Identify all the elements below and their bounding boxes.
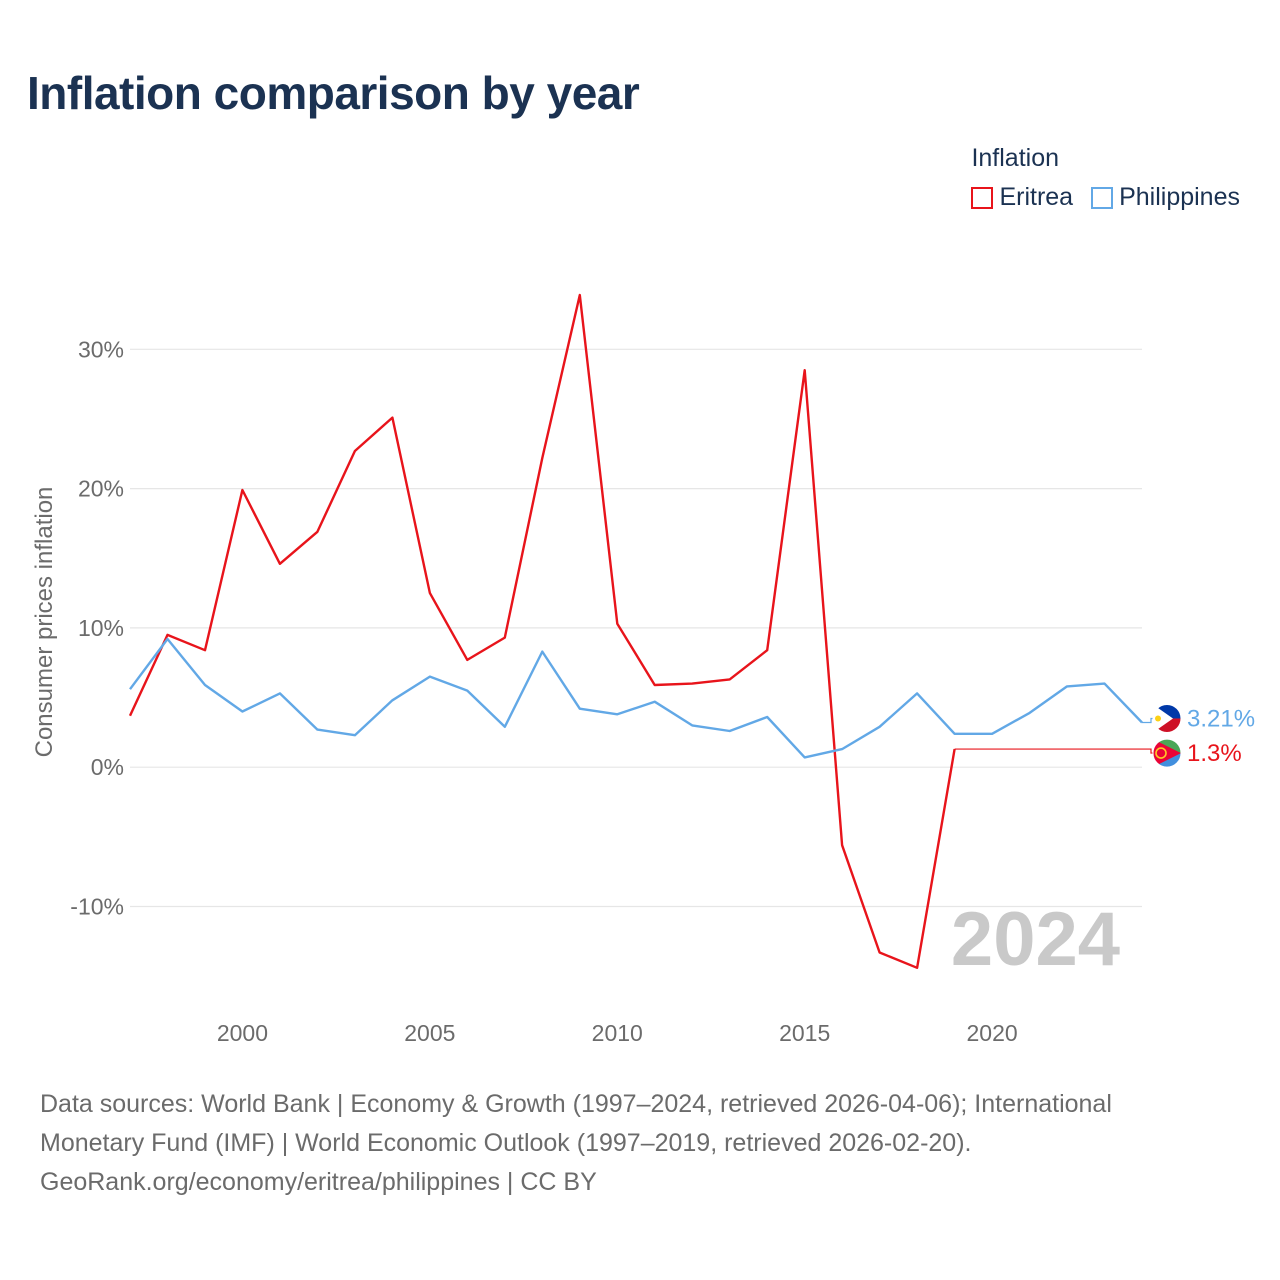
data-point-eritrea[interactable] bbox=[277, 561, 283, 567]
data-point-philippines[interactable] bbox=[127, 686, 133, 692]
legend-label-eritrea: Eritrea bbox=[999, 183, 1074, 211]
series-layer bbox=[127, 292, 1143, 971]
data-point-philippines[interactable] bbox=[614, 711, 620, 717]
data-point-eritrea[interactable] bbox=[389, 415, 395, 421]
sources-line-1: Data sources: World Bank | Economy & Gro… bbox=[40, 1090, 1112, 1118]
legend-label-philippines: Philippines bbox=[1119, 183, 1240, 211]
data-point-eritrea[interactable] bbox=[877, 949, 883, 955]
data-point-philippines[interactable] bbox=[502, 724, 508, 730]
data-point-philippines[interactable] bbox=[952, 731, 958, 737]
y-tick-label: 0% bbox=[91, 754, 124, 780]
x-tick-label: 2000 bbox=[217, 1020, 268, 1046]
data-point-philippines[interactable] bbox=[464, 688, 470, 694]
data-point-philippines[interactable] bbox=[802, 754, 808, 760]
data-point-eritrea[interactable] bbox=[502, 635, 508, 641]
data-point-philippines[interactable] bbox=[352, 732, 358, 738]
year-watermark: 2024 bbox=[951, 897, 1120, 982]
y-tick-label: 10% bbox=[78, 615, 124, 641]
end-connector-eritrea bbox=[954, 748, 1153, 754]
gridlines bbox=[130, 348, 1142, 908]
data-point-eritrea[interactable] bbox=[539, 455, 545, 461]
data-point-philippines[interactable] bbox=[239, 708, 245, 714]
data-point-philippines[interactable] bbox=[427, 674, 433, 680]
chart-title: Inflation comparison by year bbox=[27, 67, 640, 119]
data-point-eritrea[interactable] bbox=[464, 657, 470, 663]
legend-item-eritrea[interactable]: Eritrea bbox=[971, 183, 1073, 212]
series-line-philippines[interactable] bbox=[129, 637, 1143, 759]
y-axis-label: Consumer prices inflation bbox=[31, 487, 58, 758]
data-point-eritrea[interactable] bbox=[614, 621, 620, 627]
legend-swatch-eritrea bbox=[971, 186, 994, 209]
data-point-philippines[interactable] bbox=[652, 699, 658, 705]
data-point-eritrea[interactable] bbox=[202, 647, 208, 653]
legend-item-philippines[interactable]: Philippines bbox=[1091, 183, 1240, 212]
data-point-philippines[interactable] bbox=[577, 706, 583, 712]
data-point-philippines[interactable] bbox=[989, 731, 995, 737]
end-labels: 1.3% 3.21% bbox=[954, 703, 1255, 768]
data-point-eritrea[interactable] bbox=[314, 529, 320, 535]
data-point-eritrea[interactable] bbox=[689, 681, 695, 687]
data-point-philippines[interactable] bbox=[164, 636, 170, 642]
data-point-philippines[interactable] bbox=[839, 746, 845, 752]
data-point-philippines[interactable] bbox=[914, 690, 920, 696]
end-label-philippines: 3.21% bbox=[1187, 705, 1255, 732]
end-label-eritrea: 1.3% bbox=[1187, 740, 1242, 767]
data-point-philippines[interactable] bbox=[314, 727, 320, 733]
data-point-eritrea[interactable] bbox=[727, 676, 733, 682]
data-sources: Data sources: World Bank | Economy & Gro… bbox=[40, 1085, 1240, 1202]
data-point-eritrea[interactable] bbox=[764, 647, 770, 653]
data-point-eritrea[interactable] bbox=[352, 448, 358, 454]
x-axis-ticks: 2000 2005 2010 2015 2020 bbox=[217, 1020, 1018, 1046]
data-point-philippines[interactable] bbox=[1027, 710, 1033, 716]
line-chart: -10% 0% 10% 20% 30% 2000 2005 2010 2015 2020 202… bbox=[31, 292, 1255, 1046]
data-point-philippines[interactable] bbox=[1102, 681, 1108, 687]
y-tick-label: -10% bbox=[70, 893, 124, 919]
data-point-eritrea[interactable] bbox=[802, 367, 808, 373]
legend-swatch-philippines bbox=[1091, 186, 1114, 209]
data-point-philippines[interactable] bbox=[877, 724, 883, 730]
data-point-eritrea[interactable] bbox=[427, 590, 433, 596]
data-point-philippines[interactable] bbox=[277, 690, 283, 696]
x-tick-label: 2005 bbox=[404, 1020, 455, 1046]
data-point-philippines[interactable] bbox=[1064, 683, 1070, 689]
data-point-eritrea[interactable] bbox=[652, 682, 658, 688]
data-point-eritrea[interactable] bbox=[839, 842, 845, 848]
data-point-eritrea[interactable] bbox=[127, 713, 133, 719]
data-point-philippines[interactable] bbox=[727, 728, 733, 734]
y-tick-label: 20% bbox=[78, 476, 124, 502]
data-point-eritrea[interactable] bbox=[577, 292, 583, 298]
philippines-flag-icon bbox=[1152, 703, 1182, 733]
data-point-eritrea[interactable] bbox=[239, 487, 245, 493]
x-tick-label: 2015 bbox=[779, 1020, 830, 1046]
y-axis-ticks: -10% 0% 10% 20% 30% bbox=[70, 336, 124, 919]
data-point-philippines[interactable] bbox=[389, 697, 395, 703]
legend: Inflation Eritrea Philippines bbox=[971, 144, 1240, 212]
data-point-eritrea[interactable] bbox=[914, 965, 920, 971]
sources-line-3[interactable]: GeoRank.org/economy/eritrea/philippines … bbox=[40, 1168, 597, 1196]
end-connector-philippines bbox=[1142, 717, 1153, 724]
x-tick-label: 2010 bbox=[592, 1020, 643, 1046]
data-point-philippines[interactable] bbox=[764, 714, 770, 720]
eritrea-flag-icon bbox=[1152, 738, 1182, 768]
data-point-philippines[interactable] bbox=[539, 649, 545, 655]
y-tick-label: 30% bbox=[78, 336, 124, 362]
data-point-philippines[interactable] bbox=[689, 722, 695, 728]
sources-line-2: Monetary Fund (IMF) | World Economic Out… bbox=[40, 1129, 972, 1157]
data-point-philippines[interactable] bbox=[202, 682, 208, 688]
x-tick-label: 2020 bbox=[966, 1020, 1017, 1046]
series-line-eritrea[interactable] bbox=[128, 293, 956, 969]
legend-title: Inflation bbox=[971, 144, 1059, 172]
